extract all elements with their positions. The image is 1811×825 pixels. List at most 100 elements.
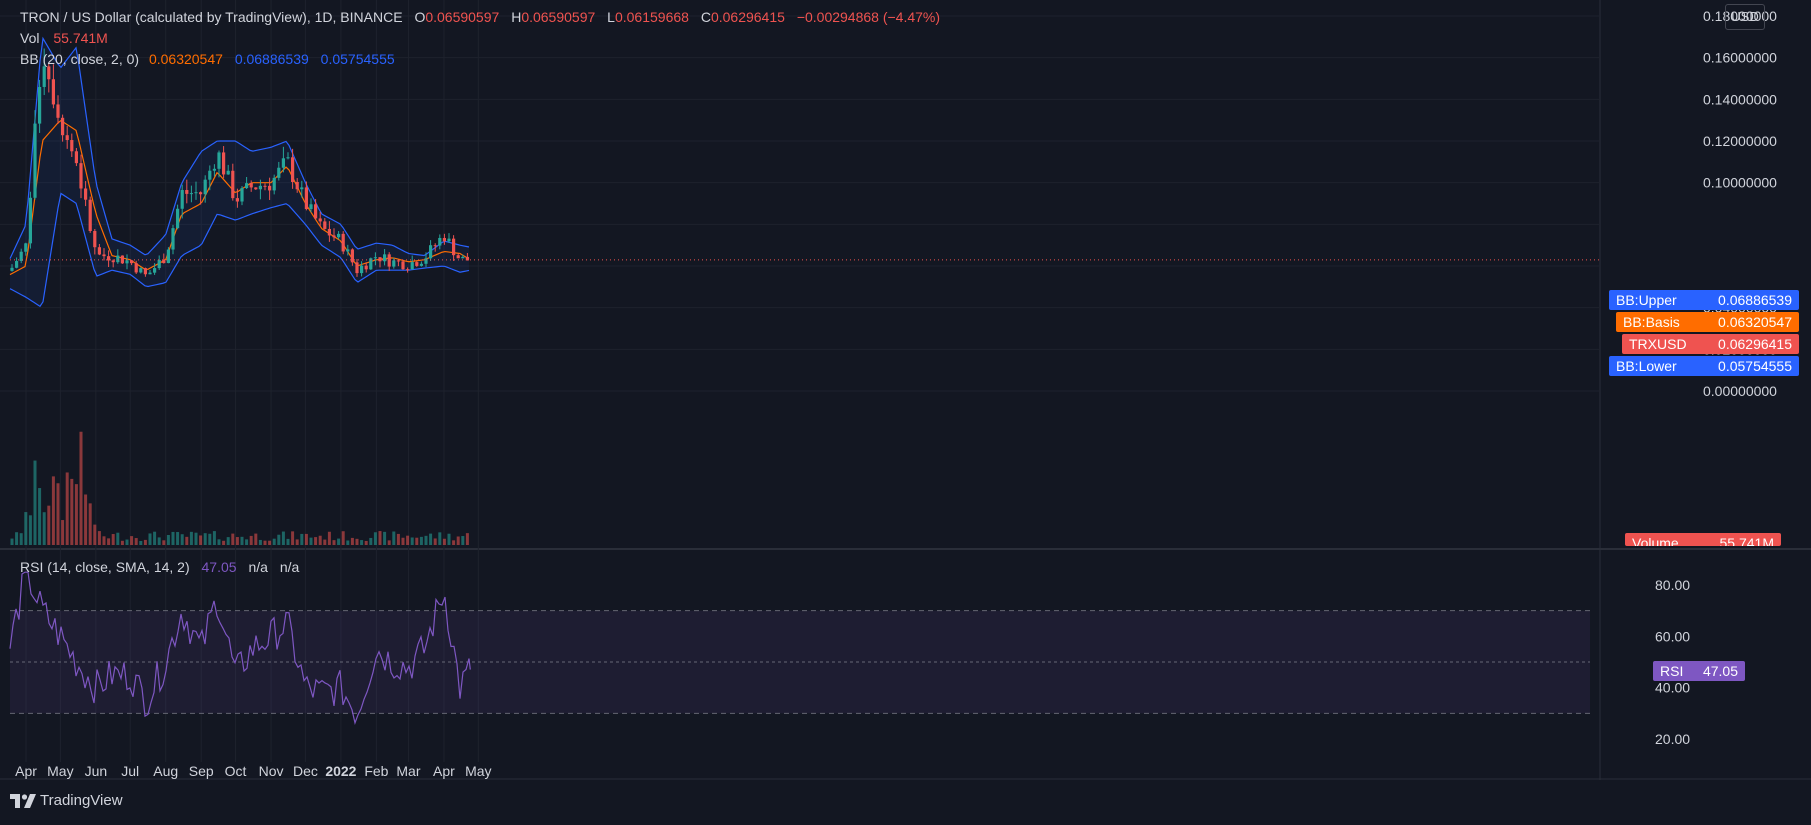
volume-bar xyxy=(369,537,373,545)
high-label: H xyxy=(511,9,522,25)
volume-bar xyxy=(235,537,239,545)
rsi-tick-label: 20.00 xyxy=(1655,731,1690,747)
tradingview-logo-icon xyxy=(10,793,36,808)
candle-body xyxy=(369,258,373,270)
volume-bar xyxy=(199,535,203,545)
candle-body xyxy=(208,170,212,180)
volume-bar xyxy=(33,460,37,545)
candle-body xyxy=(51,79,55,105)
candle-body xyxy=(74,151,78,164)
open-label: O xyxy=(414,9,426,25)
rsi-tick-label: 60.00 xyxy=(1655,628,1690,644)
candle-body xyxy=(97,247,101,255)
volume-bar xyxy=(88,503,92,545)
candle-body xyxy=(70,140,74,152)
bb-basis-tag: BB:Basis 0.06320547 xyxy=(1616,312,1799,332)
candle-body xyxy=(180,190,184,209)
volume-bar xyxy=(396,533,400,545)
volume-bar xyxy=(97,531,101,545)
open-value: 0.06590597 xyxy=(425,9,500,25)
price-tick-label: 0.16000000 xyxy=(1703,50,1777,66)
volume-bar xyxy=(240,536,244,545)
volume-bar xyxy=(355,538,359,545)
volume-bar xyxy=(65,472,69,545)
volume-bar xyxy=(249,535,253,545)
volume-bar xyxy=(452,540,456,545)
low-value: 0.06159668 xyxy=(614,9,689,25)
volume-bar xyxy=(268,540,272,545)
candle-body xyxy=(332,235,336,238)
rsi-tag-label: RSI xyxy=(1660,663,1684,679)
rsi-tick-label: 80.00 xyxy=(1655,577,1690,593)
time-tick-label: Feb xyxy=(364,763,388,779)
candle-body xyxy=(19,251,23,262)
candle-body xyxy=(111,260,115,263)
candle-body xyxy=(79,163,83,189)
volume-bar xyxy=(323,539,327,545)
time-tick-label: 2022 xyxy=(325,763,356,779)
volume-bar xyxy=(291,531,295,545)
volume-bar xyxy=(231,533,235,545)
volume-bar xyxy=(433,538,437,545)
volume-bar xyxy=(456,536,460,545)
volume-bar xyxy=(346,540,350,545)
volume-bar xyxy=(74,484,78,545)
candle-body xyxy=(327,228,331,236)
volume-bar xyxy=(61,520,65,545)
bb-basis-tag-label: BB:Basis xyxy=(1623,314,1680,330)
volume-bar xyxy=(401,537,405,545)
volume-bar xyxy=(93,524,97,545)
candle-body xyxy=(373,257,377,259)
volume-bar xyxy=(350,537,354,545)
volume-bar xyxy=(116,532,120,545)
time-tick-label: Dec xyxy=(293,763,318,779)
time-tick-label: Jul xyxy=(121,763,139,779)
symbol-legend: TRON / US Dollar (calculated by TradingV… xyxy=(20,9,944,25)
volume-bar xyxy=(42,512,46,545)
candle-body xyxy=(438,237,442,246)
volume-bar xyxy=(272,538,276,545)
volume-bar xyxy=(38,488,42,545)
volume-bar xyxy=(337,538,341,545)
volume-bar xyxy=(410,537,414,545)
price-tick-label: 0.00000000 xyxy=(1703,383,1777,399)
candle-body xyxy=(337,233,341,238)
time-tick-label: Sep xyxy=(189,763,214,779)
tradingview-brand[interactable]: TradingView xyxy=(10,792,123,809)
rsi-tag: RSI 47.05 xyxy=(1653,661,1745,681)
volume-bar xyxy=(120,540,124,545)
time-tick-label: Jun xyxy=(85,763,108,779)
currency-button[interactable]: USD xyxy=(1725,4,1765,30)
candle-body xyxy=(212,168,216,171)
candle-body xyxy=(456,255,460,259)
volume-bar xyxy=(226,537,230,545)
brand-name: TradingView xyxy=(40,792,123,809)
candle-body xyxy=(442,237,446,242)
volume-bar xyxy=(406,535,410,545)
volume-bar xyxy=(281,531,285,545)
volume-bar xyxy=(364,540,368,545)
price-tag-label: TRXUSD xyxy=(1629,336,1687,352)
volume-bar xyxy=(295,539,299,545)
candle-body xyxy=(268,185,272,191)
rsi-tick-label: 40.00 xyxy=(1655,680,1690,696)
volume-bar xyxy=(162,540,166,545)
time-tick-label: May xyxy=(465,763,491,779)
candle-body xyxy=(263,185,267,187)
bb-band-fill xyxy=(10,38,469,307)
rsi-legend: RSI (14, close, SMA, 14, 2) 47.05 n/a n/… xyxy=(20,559,303,575)
candle-body xyxy=(258,185,262,190)
candle-body xyxy=(93,231,97,248)
candle-body xyxy=(360,265,364,274)
bb-upper-tag: BB:Upper 0.06886539 xyxy=(1609,290,1799,310)
candle-body xyxy=(61,117,65,136)
low-label: L xyxy=(607,9,615,25)
candle-body xyxy=(387,254,391,267)
candle-body xyxy=(240,188,244,202)
candle-body xyxy=(465,256,469,261)
volume-bar xyxy=(10,538,14,545)
candle-body xyxy=(378,257,382,262)
volume-bar xyxy=(254,533,258,545)
volume-bar xyxy=(143,539,147,545)
